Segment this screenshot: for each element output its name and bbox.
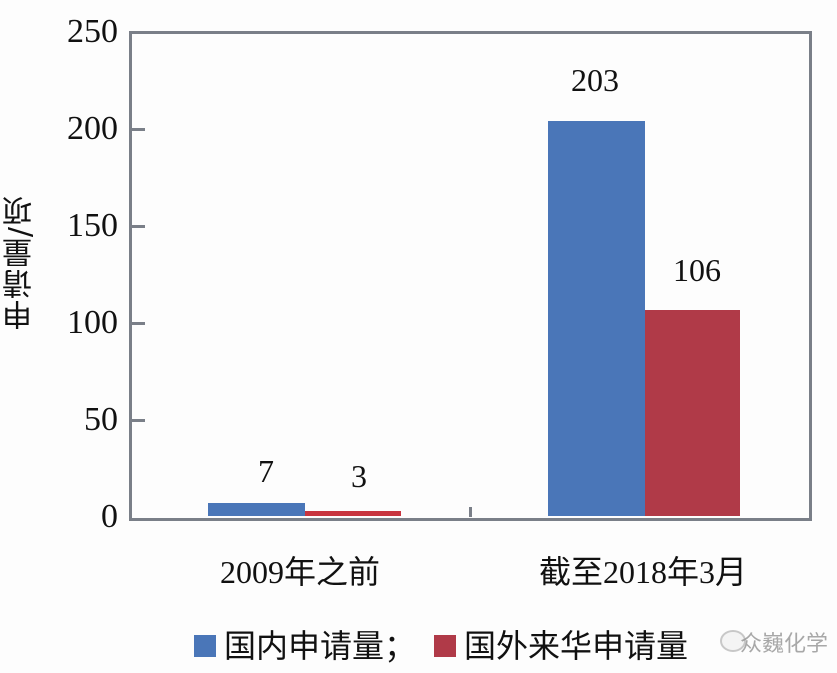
x-tick-divider: [469, 507, 472, 517]
legend-label-domestic: 国内申请量；: [224, 627, 417, 665]
category-label-2018: 截至2018年3月: [538, 554, 747, 590]
y-tick-label-50: 50: [84, 401, 118, 438]
y-tick-label-100: 100: [67, 304, 118, 341]
legend-label-foreign: 国外来华申请量: [464, 627, 689, 665]
y-tick-label-0: 0: [101, 498, 118, 535]
bar-domestic-2009: [208, 503, 305, 516]
value-label-foreign-2018: 106: [673, 252, 721, 288]
y-tick-200: [132, 128, 145, 131]
legend-item-domestic: 国内申请量；: [194, 626, 416, 666]
category-label-2009: 2009年之前: [219, 554, 380, 590]
value-label-domestic-2018: 203: [571, 62, 619, 98]
legend-item-foreign: 国外来华申请量: [434, 626, 688, 666]
bar-foreign-2009: [305, 511, 401, 516]
y-tick-150: [132, 225, 145, 228]
legend: 国内申请量； 国外来华申请量: [194, 624, 706, 668]
watermark: 众巍化学: [740, 632, 829, 657]
y-tick-label-150: 150: [67, 207, 118, 244]
value-label-foreign-2009: 3: [351, 458, 367, 494]
bar-domestic-2018: [548, 121, 645, 516]
legend-swatch-foreign: [434, 635, 457, 657]
wechat-icon: [720, 630, 746, 652]
y-tick-50: [132, 419, 145, 422]
bar-foreign-2018: [645, 310, 740, 516]
y-tick-label-200: 200: [67, 110, 118, 147]
legend-swatch-domestic: [194, 635, 216, 657]
y-tick-100: [132, 322, 145, 325]
y-tick-label-250: 250: [67, 13, 118, 50]
value-label-domestic-2009: 7: [258, 453, 274, 489]
